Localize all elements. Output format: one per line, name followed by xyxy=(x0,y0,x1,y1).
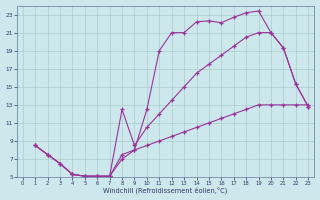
X-axis label: Windchill (Refroidissement éolien,°C): Windchill (Refroidissement éolien,°C) xyxy=(103,187,228,194)
